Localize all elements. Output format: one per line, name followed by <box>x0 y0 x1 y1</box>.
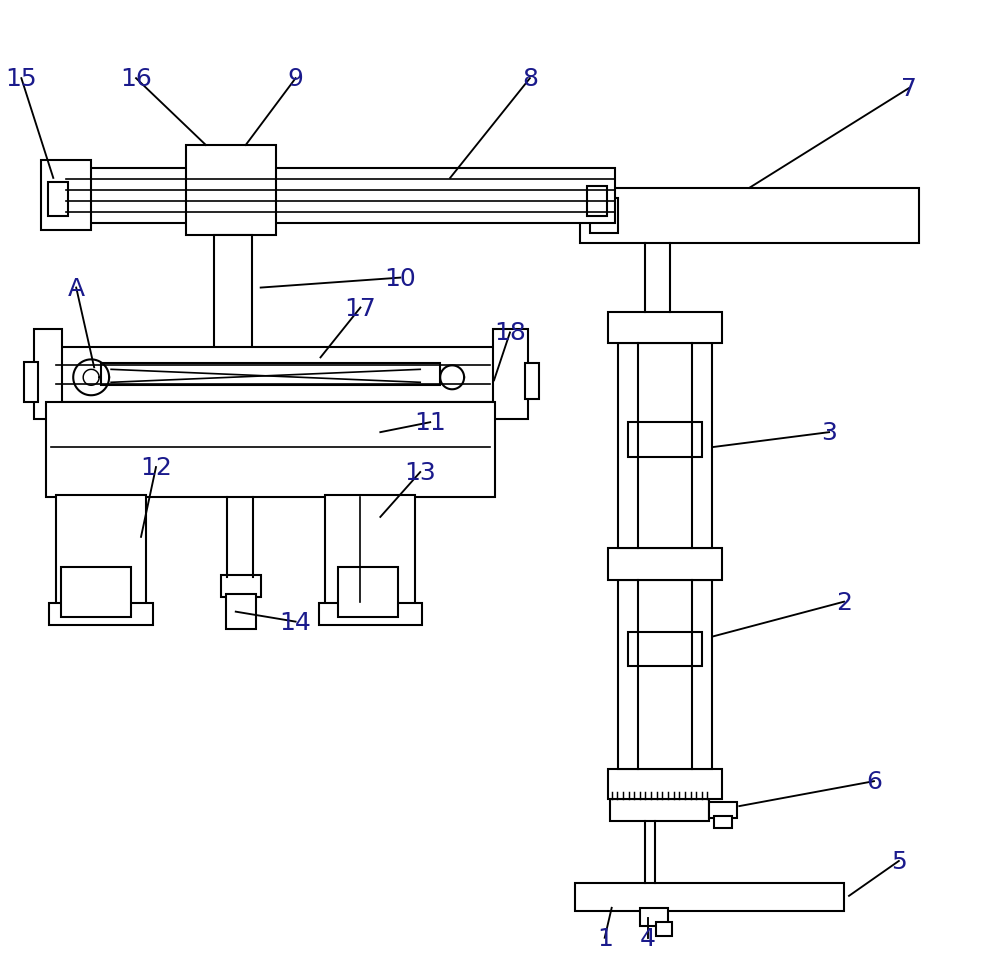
Text: 17: 17 <box>345 296 376 320</box>
Text: A: A <box>68 276 85 300</box>
Bar <box>46 403 495 497</box>
Text: 12: 12 <box>140 455 172 480</box>
Text: 18: 18 <box>494 321 526 345</box>
Text: 10: 10 <box>384 267 416 290</box>
Bar <box>575 883 844 911</box>
Text: 2: 2 <box>836 590 852 615</box>
Bar <box>46 348 495 403</box>
Text: 1: 1 <box>597 926 613 950</box>
Bar <box>587 187 607 217</box>
Bar <box>221 575 261 597</box>
Bar <box>590 198 618 234</box>
Bar <box>628 423 702 457</box>
Bar <box>338 568 398 617</box>
Text: 15: 15 <box>6 67 37 91</box>
Bar <box>48 183 68 217</box>
Text: 4: 4 <box>640 926 656 950</box>
Bar <box>493 330 528 420</box>
Text: 9: 9 <box>288 67 304 91</box>
Bar <box>319 603 422 625</box>
Bar <box>101 364 440 386</box>
Text: 16: 16 <box>120 67 152 91</box>
Bar <box>608 313 722 344</box>
Bar <box>640 908 668 926</box>
Bar <box>610 799 709 822</box>
Text: 11: 11 <box>414 410 446 435</box>
Text: 5: 5 <box>891 849 907 873</box>
Bar <box>580 189 919 243</box>
Bar <box>525 364 539 400</box>
Text: 7: 7 <box>901 77 917 101</box>
Bar <box>61 568 131 617</box>
Text: 8: 8 <box>522 67 538 91</box>
Bar <box>34 330 62 420</box>
Bar <box>49 603 153 625</box>
Bar <box>714 816 732 828</box>
Bar <box>214 235 252 358</box>
Bar <box>618 344 712 548</box>
Text: 13: 13 <box>404 460 436 485</box>
Bar <box>709 802 737 818</box>
Bar <box>608 548 722 580</box>
Bar <box>608 770 722 799</box>
Text: 3: 3 <box>821 421 837 445</box>
Bar <box>656 922 672 936</box>
Bar <box>325 495 415 607</box>
Bar <box>41 161 91 231</box>
Text: 14: 14 <box>280 610 312 634</box>
Bar <box>618 580 712 770</box>
Bar <box>628 632 702 667</box>
Bar <box>186 146 276 235</box>
Bar <box>46 169 615 224</box>
Text: 6: 6 <box>866 769 882 793</box>
Bar <box>56 495 146 607</box>
Bar <box>226 594 256 629</box>
Bar <box>24 363 38 403</box>
